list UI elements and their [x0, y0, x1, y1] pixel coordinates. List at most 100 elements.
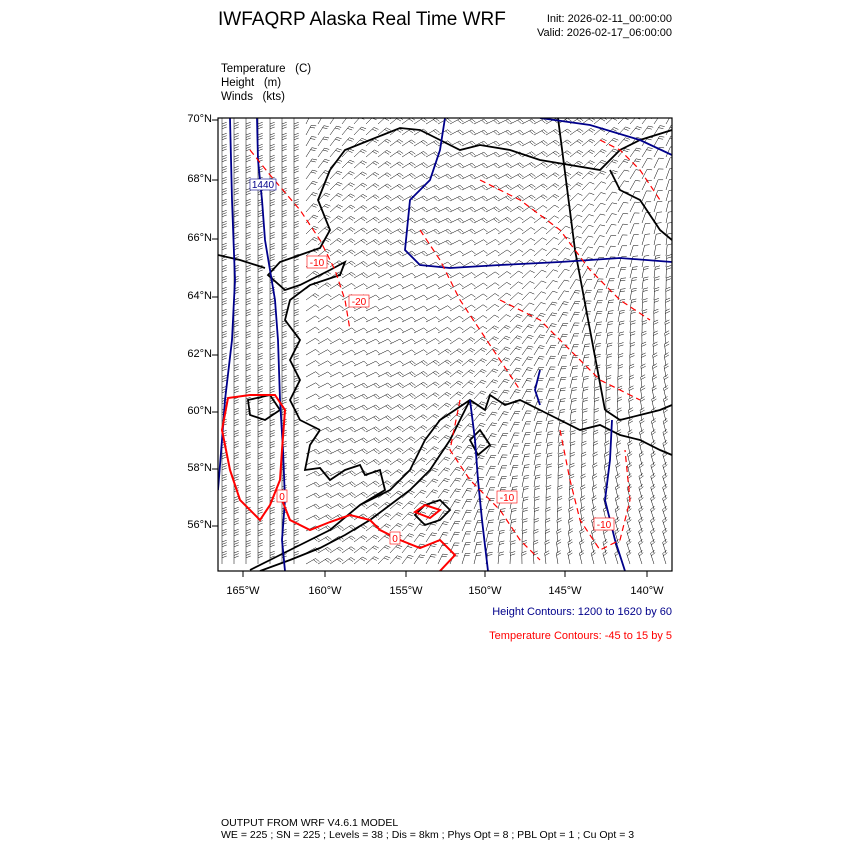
wind-barb [317, 316, 332, 323]
field-unit: (C) [295, 63, 312, 75]
wind-barb [389, 294, 404, 301]
wind-barb [341, 371, 356, 378]
wind-barb [581, 224, 594, 235]
wind-barb [521, 227, 536, 235]
wind-barb [605, 364, 612, 378]
wind-barb [473, 347, 487, 356]
wind-barb [593, 397, 600, 411]
wind-barb [449, 359, 464, 367]
wind-barb [521, 238, 536, 246]
wind-barb [569, 344, 579, 356]
wind-barb [341, 360, 356, 367]
wind-barb [557, 247, 570, 257]
wind-barb [449, 510, 461, 521]
wind-barb [521, 334, 534, 345]
wind-barb [461, 520, 472, 532]
wind-barb [521, 129, 536, 136]
wind-barb [473, 315, 488, 323]
wind-barb [245, 352, 251, 366]
wind-barb [365, 127, 379, 136]
wind-barb [557, 473, 563, 488]
wind-barb [401, 294, 416, 301]
wind-barb [413, 162, 428, 169]
wind-barb [638, 451, 644, 466]
wind-barb [341, 204, 356, 213]
wind-barb [293, 253, 299, 267]
wind-barb [641, 147, 653, 158]
wind-barb [233, 176, 239, 190]
wind-barb [353, 238, 368, 246]
wind-barb [437, 327, 452, 334]
wind-barb [269, 429, 275, 443]
wind-barb [269, 363, 275, 377]
wind-barb [449, 184, 464, 191]
wind-barb [665, 179, 672, 191]
wind-barb [305, 349, 320, 356]
wind-barb [329, 316, 344, 323]
wind-barb [509, 507, 517, 521]
wind-barb [545, 215, 559, 224]
wind-barb [437, 206, 452, 213]
wind-barb [293, 330, 299, 344]
footer-model: OUTPUT FROM WRF V4.6.1 MODEL [221, 817, 399, 829]
wind-barb [377, 250, 392, 257]
wind-barb [605, 245, 616, 257]
wind-barb [627, 440, 633, 455]
wind-barb [221, 176, 227, 190]
wind-barb [233, 231, 239, 245]
wind-barb [245, 121, 251, 135]
wind-barb [389, 172, 404, 180]
wind-barb [449, 261, 464, 268]
wind-barb [473, 228, 488, 235]
lat-label: 62°N [187, 348, 212, 360]
wind-barb [629, 331, 636, 345]
lat-label: 68°N [187, 173, 212, 185]
wind-barb [497, 118, 512, 125]
wind-barb [664, 330, 670, 345]
wind-barb [401, 338, 416, 345]
wind-barb [317, 147, 330, 158]
wind-barb [437, 478, 450, 488]
wind-barb [641, 330, 647, 345]
wind-barb [425, 305, 440, 312]
wind-barb [485, 228, 500, 235]
wind-barb [257, 165, 263, 179]
wind-barb [532, 550, 539, 565]
wind-barb [317, 349, 332, 356]
wind-barb [329, 546, 344, 554]
wind-barb [437, 542, 449, 554]
wind-barb [557, 355, 567, 367]
wind-barb [665, 168, 672, 180]
wind-barb [425, 206, 440, 213]
wind-barb [617, 234, 628, 246]
wind-barb [341, 448, 356, 455]
wind-barb [663, 363, 669, 378]
wind-barb [317, 360, 332, 367]
wind-barb [365, 545, 379, 554]
wind-barb [365, 149, 379, 158]
wind-barb [461, 509, 472, 521]
wind-barb [245, 451, 251, 465]
wind-barb [389, 206, 404, 213]
wind-barb [557, 463, 564, 477]
wind-barb [269, 550, 275, 564]
wind-barb [461, 272, 476, 279]
wind-barb [581, 214, 594, 224]
wind-barb [521, 140, 536, 147]
wind-barb [377, 261, 392, 268]
wind-barb [497, 162, 512, 169]
wind-barb [629, 298, 637, 312]
wind-barb [497, 129, 512, 136]
wind-barb [401, 184, 416, 191]
wind-barb [449, 272, 464, 279]
wind-barb [221, 308, 227, 322]
wind-barb [425, 272, 440, 279]
wind-barb [365, 205, 380, 213]
wind-barb [341, 159, 355, 169]
wind-barb [533, 345, 545, 356]
wind-barb [653, 200, 663, 213]
wind-barb [497, 346, 511, 356]
wind-barb [581, 386, 589, 400]
wind-barb [305, 393, 320, 400]
wind-barb [341, 283, 356, 290]
